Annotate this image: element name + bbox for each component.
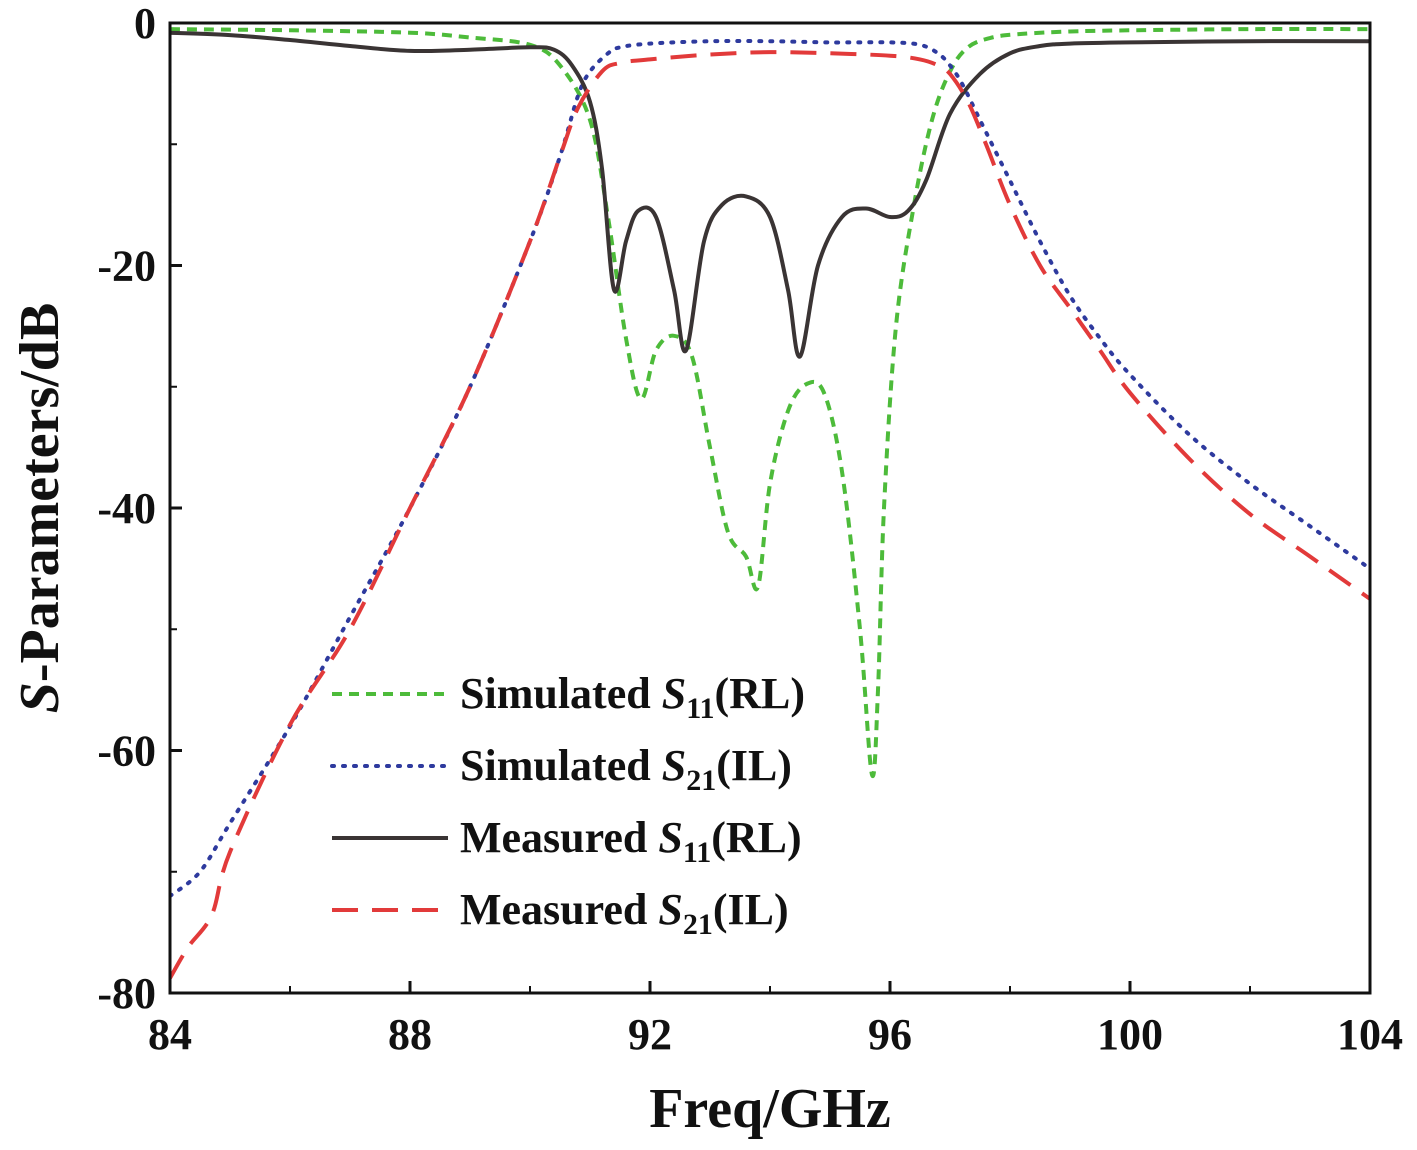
legend-item: Measured S11(RL) (332, 813, 802, 869)
legend: Simulated S11(RL) Simulated S21(IL) Measur… (330, 669, 805, 941)
x-tick-label: 92 (628, 1010, 672, 1059)
legend-item: Simulated S11(RL) (332, 669, 805, 725)
x-tick-label: 88 (388, 1010, 432, 1059)
legend-label: Simulated S21(IL) (460, 741, 792, 797)
x-tick-label: 100 (1097, 1010, 1163, 1059)
x-tick-label: 84 (148, 1010, 192, 1059)
plot-background (170, 23, 1370, 993)
series-line (170, 27, 1370, 779)
legend-label: Simulated S11(RL) (460, 669, 805, 725)
legend-item: Measured S21(IL) (332, 885, 789, 941)
legend-label: Measured S21(IL) (460, 885, 789, 941)
series-measured-s11-rl- (170, 30, 1370, 359)
series-line (170, 50, 1370, 980)
x-axis-title: Freq/GHz (649, 1078, 891, 1140)
series-measured-s21-il- (170, 50, 1370, 980)
y-tick-label: 0 (134, 0, 156, 48)
legend-label: Measured S11(RL) (460, 813, 802, 869)
y-tick-label: -60 (97, 727, 156, 776)
series-line (170, 30, 1370, 359)
y-axis-title: S-Parameters/dB (9, 303, 71, 714)
y-tick-label: -20 (97, 242, 156, 291)
x-tick-label: 104 (1337, 1010, 1403, 1059)
legend-item: Simulated S21(IL) (330, 741, 792, 797)
y-tick-label: -40 (97, 484, 156, 533)
y-tick-label: -80 (97, 969, 156, 1018)
series-simulated-s11-rl- (170, 27, 1370, 779)
x-tick-label: 96 (868, 1010, 912, 1059)
